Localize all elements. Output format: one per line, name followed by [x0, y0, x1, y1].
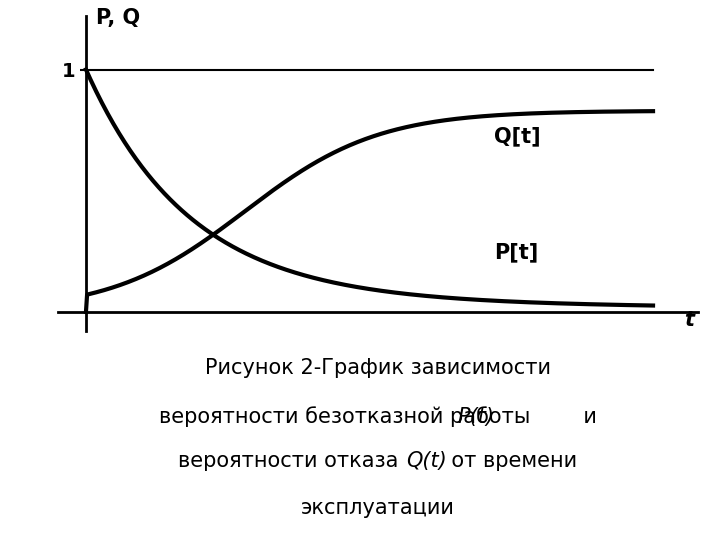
Text: P[t]: P[t]	[494, 242, 539, 262]
Text: P(t): P(t)	[457, 407, 495, 427]
Text: Рисунок 2-График зависимости: Рисунок 2-График зависимости	[205, 358, 551, 378]
Text: Q(t): Q(t)	[405, 451, 446, 471]
Text: Q[t]: Q[t]	[494, 126, 541, 146]
Text: t: t	[684, 310, 694, 330]
Text: вероятности безотказной работы        и: вероятности безотказной работы и	[159, 406, 597, 427]
Text: вероятности отказа        от времени: вероятности отказа от времени	[179, 451, 577, 471]
Text: P, Q: P, Q	[96, 8, 140, 28]
Text: эксплуатации: эксплуатации	[301, 498, 455, 518]
